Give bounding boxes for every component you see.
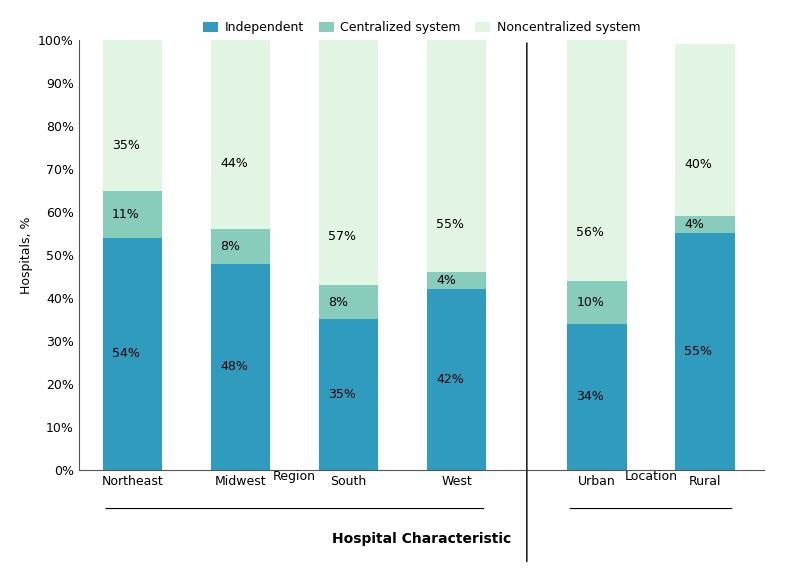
Text: 8%: 8% (220, 240, 240, 253)
Bar (211, 40, 270, 229)
Text: Location: Location (625, 470, 678, 484)
Legend: Independent, Centralized system, Noncentralized system: Independent, Centralized system, Noncent… (198, 16, 645, 40)
Text: 55%: 55% (684, 345, 712, 358)
Y-axis label: Hospitals, %: Hospitals, % (20, 216, 32, 294)
Bar (211, 264, 270, 470)
Bar (103, 40, 162, 190)
Bar (567, 40, 626, 281)
Text: 40%: 40% (684, 158, 712, 171)
Bar (567, 324, 626, 470)
Bar (675, 45, 734, 216)
Bar (567, 281, 626, 324)
Text: 4%: 4% (436, 274, 455, 287)
Text: 44%: 44% (220, 156, 247, 170)
Bar (675, 234, 734, 470)
Bar (675, 216, 734, 234)
Text: 10%: 10% (576, 296, 604, 309)
Text: 56%: 56% (576, 226, 604, 239)
Bar (319, 285, 378, 320)
Bar (319, 40, 378, 285)
Bar (427, 272, 486, 289)
Text: 35%: 35% (328, 388, 356, 401)
Text: 35%: 35% (112, 139, 140, 152)
Text: 8%: 8% (328, 296, 348, 309)
Text: 34%: 34% (576, 390, 604, 403)
Text: 48%: 48% (220, 360, 248, 373)
Text: 42%: 42% (436, 373, 463, 386)
Text: 11%: 11% (112, 207, 139, 221)
Text: 54%: 54% (112, 347, 140, 360)
Bar (427, 36, 486, 272)
Text: 57%: 57% (328, 230, 356, 242)
Text: 4%: 4% (684, 218, 704, 231)
Text: Region: Region (273, 470, 316, 484)
Bar (427, 289, 486, 470)
X-axis label: Hospital Characteristic: Hospital Characteristic (332, 532, 511, 546)
Bar (319, 320, 378, 470)
Bar (103, 190, 162, 238)
Text: 55%: 55% (436, 218, 464, 231)
Bar (211, 229, 270, 264)
Bar (103, 238, 162, 470)
